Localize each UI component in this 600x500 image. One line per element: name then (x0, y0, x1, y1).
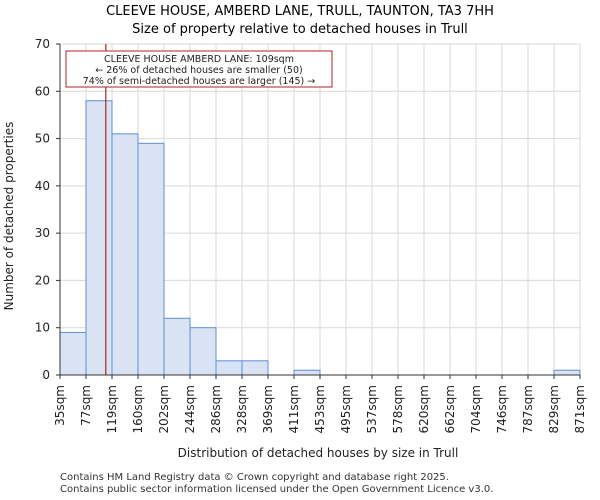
y-tick-label: 30 (35, 226, 50, 240)
y-tick-label: 60 (35, 84, 50, 98)
bar-35sqm (59, 331, 87, 376)
annotation-line: CLEEVE HOUSE AMBERD LANE: 109sqm (104, 54, 294, 65)
bar-244sqm (189, 327, 217, 376)
x-tick-label: 160sqm (131, 385, 145, 433)
x-tick-label: 746sqm (495, 385, 509, 433)
y-tick-label: 40 (35, 179, 50, 193)
y-tick-label: 20 (35, 273, 50, 287)
x-tick-label: 411sqm (287, 385, 301, 433)
annotation-box: CLEEVE HOUSE AMBERD LANE: 109sqm← 26% of… (65, 50, 333, 88)
bar-160sqm (137, 142, 165, 376)
x-tick-label: 662sqm (443, 385, 457, 433)
x-tick-label: 35sqm (53, 385, 67, 426)
bar-77sqm (85, 100, 113, 376)
x-tick-label: 202sqm (157, 385, 171, 433)
x-tick-label: 453sqm (313, 385, 327, 433)
bar-286sqm (215, 360, 243, 376)
bar-829sqm (553, 369, 581, 376)
y-tick-label: 50 (35, 132, 50, 146)
bar-119sqm (111, 133, 139, 376)
chart-subtitle: Size of property relative to detached ho… (132, 22, 468, 37)
chart-title: CLEEVE HOUSE, AMBERD LANE, TRULL, TAUNTO… (106, 4, 494, 19)
x-tick-label: 328sqm (235, 385, 249, 433)
footer-licence: Contains public sector information licen… (60, 484, 494, 495)
y-tick-label: 10 (35, 321, 50, 335)
x-tick-label: 829sqm (547, 385, 561, 433)
x-tick-label: 77sqm (79, 385, 93, 426)
x-tick-label: 119sqm (105, 385, 119, 433)
footer-copyright: Contains HM Land Registry data © Crown c… (60, 472, 449, 483)
axes: 0 10 20 30 40 50 60 70 35sqm 77sqm 119sqm 160sqm 202… (35, 37, 587, 433)
x-tick-label: 495sqm (339, 385, 353, 433)
annotation-frame (65, 50, 333, 88)
bar-328sqm (241, 360, 269, 376)
x-tick-label: 704sqm (469, 385, 483, 433)
y-tick-label: 70 (35, 37, 50, 51)
bar-202sqm (163, 317, 191, 376)
x-tick-label: 286sqm (209, 385, 223, 433)
x-axis-label: Distribution of detached houses by size … (178, 446, 459, 460)
x-tick-label: 369sqm (261, 385, 275, 433)
y-tick-label: 0 (42, 368, 50, 382)
annotation-line: 74% of semi-detached houses are larger (… (83, 76, 316, 87)
x-tick-label: 620sqm (417, 385, 431, 433)
bar-411sqm (293, 369, 321, 376)
x-tick-label: 787sqm (521, 385, 535, 433)
y-axis-label: Number of detached properties (2, 122, 16, 311)
x-tick-label: 578sqm (391, 385, 405, 433)
x-tick-label: 537sqm (365, 385, 379, 433)
x-tick-label: 244sqm (183, 385, 197, 433)
annotation-line: ← 26% of detached houses are smaller (50… (95, 65, 302, 76)
bars (59, 100, 581, 376)
x-tick-label: 871sqm (573, 385, 587, 433)
